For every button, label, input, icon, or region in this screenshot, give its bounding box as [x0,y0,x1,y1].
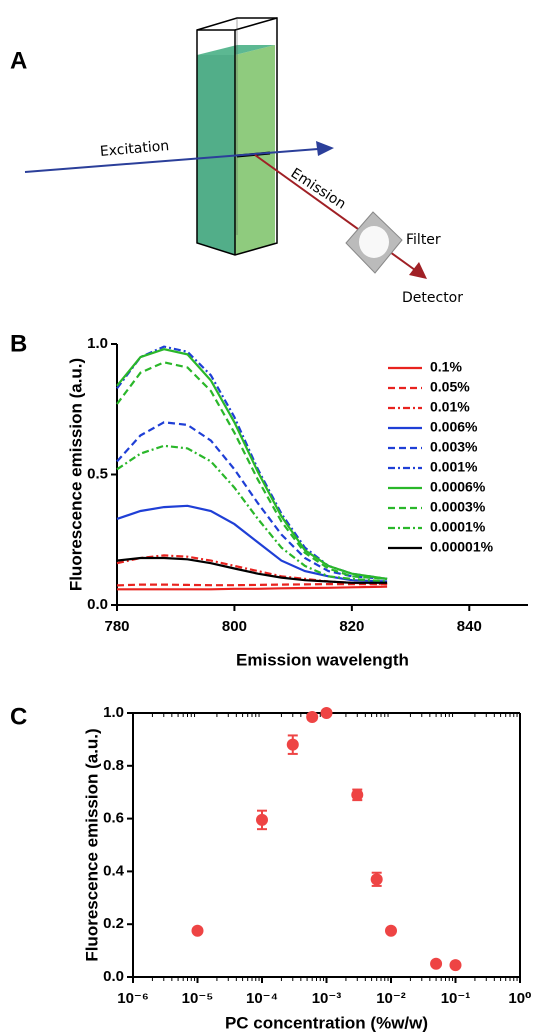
x-tick-label: 10⁻² [376,990,406,1007]
y-axis-title: Fluorescence emission (a.u.) [66,358,85,591]
y-tick-label: 0.0 [103,968,124,985]
legend-label: 0.0003% [430,499,486,515]
y-tick-label: 0.0 [87,596,108,613]
diagram-label: Detector [402,290,463,306]
point [306,710,319,723]
legend-label: 0.1% [430,359,462,375]
series-line [116,345,388,580]
x-tick-label: 780 [104,618,129,635]
series-line [116,361,388,580]
x-axis-title: Emission wavelength [236,650,409,669]
x-tick-label: 10⁻⁴ [246,990,278,1007]
series-line [116,556,388,584]
series-line [116,583,388,587]
point [370,873,383,886]
point [449,959,462,972]
legend-label: 0.003% [430,439,478,455]
x-tick-label: 820 [339,618,364,635]
panel-label: C [10,703,27,730]
series-line [117,585,388,591]
panel-label: B [10,330,27,357]
point [351,788,364,801]
y-tick-label: 0.8 [103,757,124,774]
legend-label: 0.0001% [430,519,486,535]
y-tick-label: 1.0 [103,704,124,721]
y-tick-label: 0.6 [103,810,124,827]
y-axis-title: Fluorescence emission (a.u.) [82,728,101,961]
series-line [116,348,388,580]
point [256,813,268,826]
legend-label: 0.05% [430,379,470,395]
point [385,924,397,937]
series-line [116,444,388,583]
legend-label: 0.006% [430,419,478,435]
point [320,707,333,719]
x-tick-label: 10⁻¹ [441,990,471,1007]
series-line [116,421,388,580]
point [191,924,204,937]
y-tick-label: 0.2 [103,915,124,932]
point [286,738,299,751]
x-tick-label: 10⁰ [508,990,531,1007]
x-axis-title: PC concentration (%w/w) [225,1013,428,1032]
cuvette [196,17,278,256]
point [430,957,443,970]
x-tick-label: 800 [222,618,247,635]
y-tick-label: 1.0 [87,335,108,352]
diagram-label: Filter [406,232,441,248]
diagram-label: Emission [288,165,349,212]
light-paths [24,141,427,279]
legend-label: 0.0006% [430,479,486,495]
legend-label: 0.001% [430,459,478,475]
series-line [116,554,388,586]
legend-label: 0.01% [430,399,470,415]
x-tick-label: 840 [457,618,482,635]
diagram-label: Excitation [99,138,169,160]
x-tick-label: 10⁻⁶ [117,990,149,1007]
y-tick-label: 0.5 [87,465,108,482]
x-tick-label: 10⁻⁵ [182,990,214,1007]
panel-label: A [10,47,27,74]
legend-label: 0.00001% [430,539,494,555]
y-tick-label: 0.4 [103,862,125,879]
x-tick-label: 10⁻³ [312,990,342,1007]
